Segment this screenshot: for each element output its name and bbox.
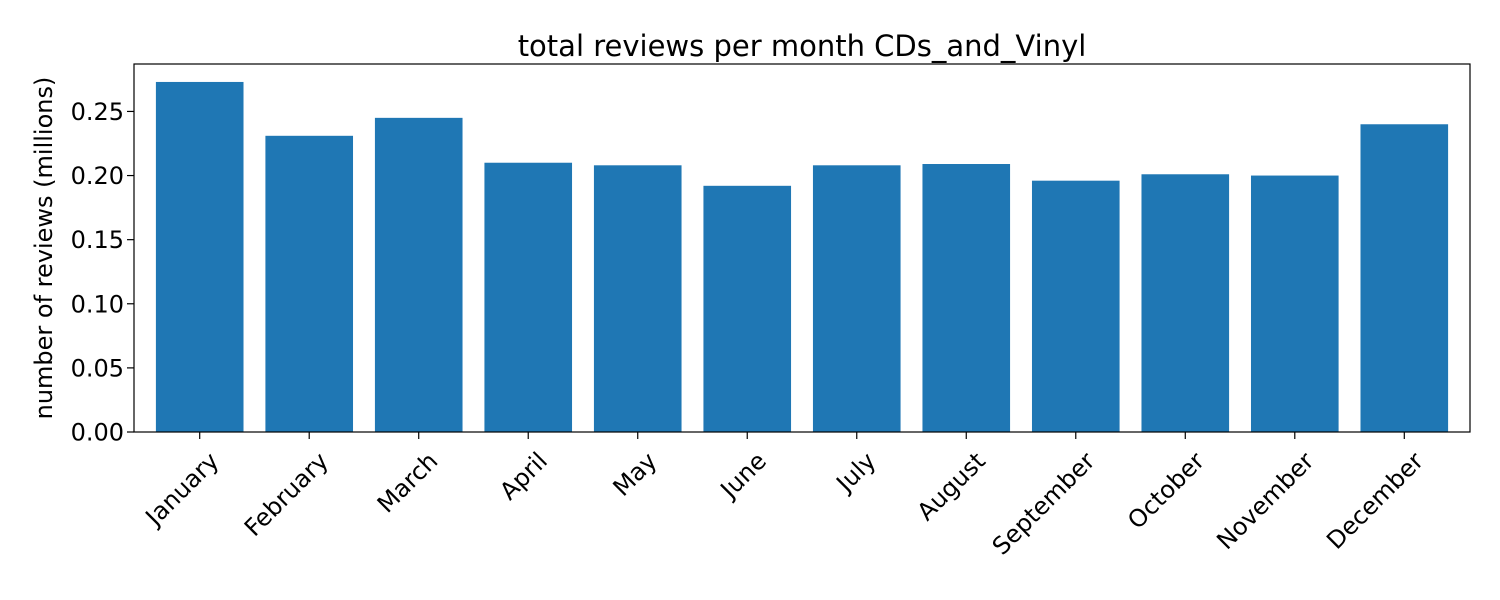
bar-july [812,165,901,433]
x-tick-label-july: July [830,447,882,499]
x-tick-label-november: November [1211,447,1319,555]
bar-april [484,162,573,433]
chart-title: total reviews per month CDs_and_Vinyl [518,29,1087,63]
bar-february [265,135,354,433]
y-axis-ticks: 0.00 0.05 0.10 0.15 0.20 0.25 [71,98,134,447]
x-axis-ticks: January February March April May June July Augu… [139,432,1429,560]
x-tick-label-june: June [714,447,772,505]
bars-group [155,81,1449,433]
x-tick-label-september: September [987,447,1101,561]
x-tick-label-february: February [239,447,334,542]
bar-may [593,165,682,433]
bar-december [1360,124,1449,432]
y-tick-label: 0.05 [71,354,124,382]
y-tick-label: 0.20 [71,162,124,190]
x-tick-label-april: April [494,447,553,506]
y-axis-label: number of reviews (millions) [30,77,58,420]
x-tick-label-october: October [1122,447,1210,535]
bar-january [155,81,244,432]
bar-march [374,117,463,432]
x-tick-label-march: March [372,447,444,519]
bar-october [1141,174,1230,432]
y-tick-label: 0.15 [71,226,124,254]
x-tick-label-january: January [139,447,225,533]
x-tick-label-may: May [608,447,663,502]
bar-september [1031,180,1120,432]
y-tick-label: 0.10 [71,290,124,318]
bar-august [922,164,1011,432]
x-tick-label-december: December [1321,447,1429,555]
x-tick-label-august: August [912,447,991,526]
y-tick-label: 0.25 [71,98,124,126]
bar-june [703,185,792,432]
plot-area-frame [133,63,1471,433]
y-tick-label: 0.00 [71,419,124,447]
bar-november [1250,175,1339,433]
